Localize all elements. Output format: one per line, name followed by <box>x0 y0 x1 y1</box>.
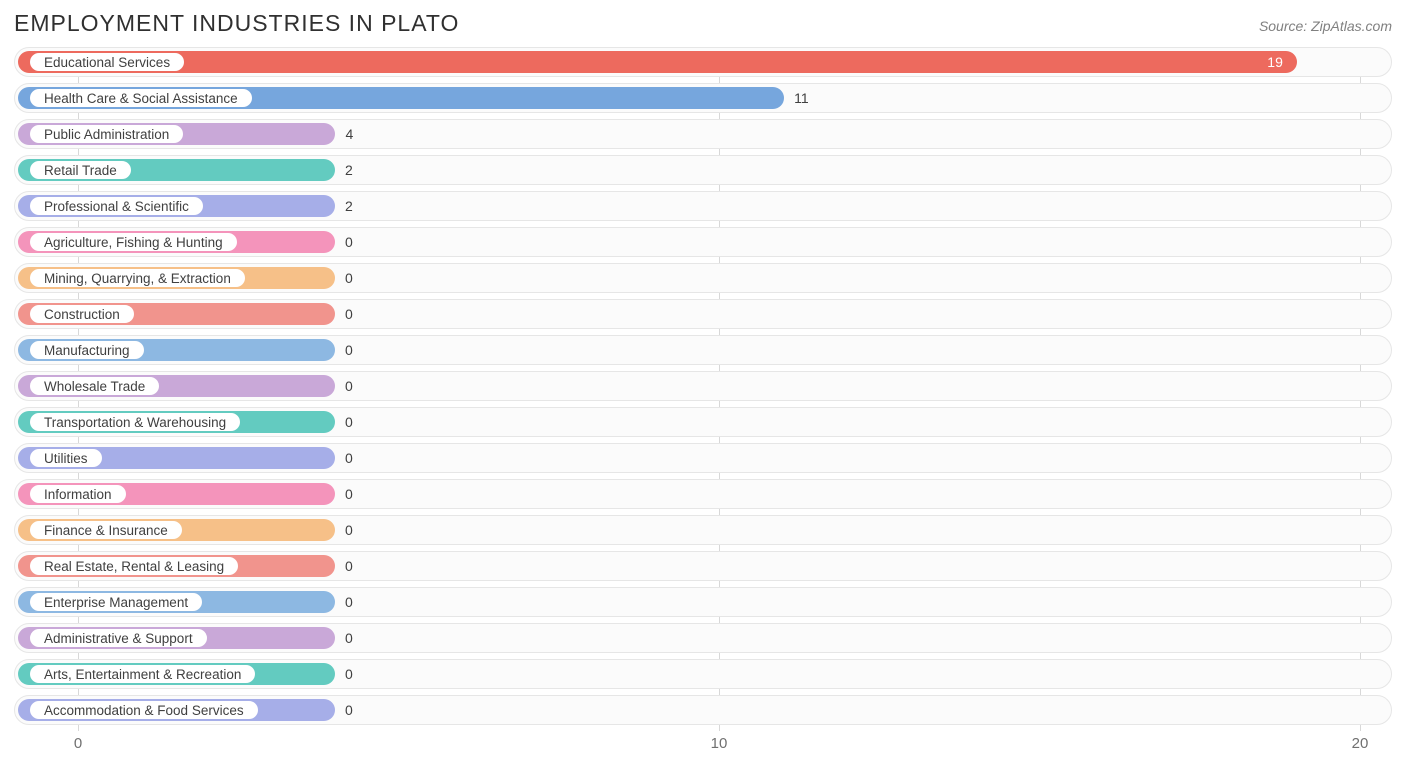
bar-track: Administrative & Support 0 <box>14 623 1392 653</box>
bar-value: 0 <box>345 516 353 544</box>
bar-label-pill: Public Administration <box>29 124 184 144</box>
bar-track: Retail Trade 2 <box>14 155 1392 185</box>
bar-value: 0 <box>345 588 353 616</box>
source-label: Source: <box>1259 18 1307 34</box>
bar-track: Accommodation & Food Services 0 <box>14 695 1392 725</box>
bar-track: Manufacturing 0 <box>14 335 1392 365</box>
source-name: ZipAtlas.com <box>1311 18 1392 34</box>
bar-label-pill: Information <box>29 484 127 504</box>
bar-track: Real Estate, Rental & Leasing 0 <box>14 551 1392 581</box>
bar-label-pill: Manufacturing <box>29 340 145 360</box>
bar-value: 2 <box>345 192 353 220</box>
bar-track: 19 Educational Services <box>14 47 1392 77</box>
bar-value: 11 <box>794 84 809 112</box>
bar-label-pill: Agriculture, Fishing & Hunting <box>29 232 238 252</box>
bar-track: Transportation & Warehousing 0 <box>14 407 1392 437</box>
bar-value: 0 <box>345 408 353 436</box>
bar-label-pill: Enterprise Management <box>29 592 203 612</box>
bar-value: 0 <box>345 336 353 364</box>
bar-rows: 19 Educational Services Health Care & Soci… <box>14 47 1392 725</box>
bar-label-pill: Administrative & Support <box>29 628 208 648</box>
bar-fill: 19 <box>18 51 1297 73</box>
bar-label-pill: Professional & Scientific <box>29 196 204 216</box>
bar-label-pill: Accommodation & Food Services <box>29 700 259 720</box>
bar-value: 4 <box>345 120 353 148</box>
bar-label-pill: Health Care & Social Assistance <box>29 88 253 108</box>
bar-track: Agriculture, Fishing & Hunting 0 <box>14 227 1392 257</box>
bar-track: Finance & Insurance 0 <box>14 515 1392 545</box>
chart-area: 19 Educational Services Health Care & Soci… <box>14 47 1392 755</box>
bar-label-pill: Construction <box>29 304 135 324</box>
bar-value: 0 <box>345 660 353 688</box>
chart-title: EMPLOYMENT INDUSTRIES IN PLATO <box>14 10 459 37</box>
bar-track: Construction 0 <box>14 299 1392 329</box>
bar-track: Enterprise Management 0 <box>14 587 1392 617</box>
bar-track: Health Care & Social Assistance 11 <box>14 83 1392 113</box>
bar-track: Utilities 0 <box>14 443 1392 473</box>
bar-label-pill: Finance & Insurance <box>29 520 183 540</box>
x-axis: 0 10 20 <box>14 731 1392 755</box>
bar-label-pill: Retail Trade <box>29 160 132 180</box>
bar-label-pill: Transportation & Warehousing <box>29 412 241 432</box>
bar-track: Mining, Quarrying, & Extraction 0 <box>14 263 1392 293</box>
bar-track: Professional & Scientific 2 <box>14 191 1392 221</box>
bar-track: Wholesale Trade 0 <box>14 371 1392 401</box>
bar-value: 19 <box>1267 51 1283 73</box>
bar-label-pill: Wholesale Trade <box>29 376 160 396</box>
bar-track: Public Administration 4 <box>14 119 1392 149</box>
bar-value: 0 <box>345 444 353 472</box>
chart-header: EMPLOYMENT INDUSTRIES IN PLATO Source: Z… <box>14 10 1392 37</box>
bar-label-pill: Educational Services <box>29 52 185 72</box>
bar-track: Arts, Entertainment & Recreation 0 <box>14 659 1392 689</box>
bar-value: 0 <box>345 300 353 328</box>
chart-source: Source: ZipAtlas.com <box>1259 18 1392 34</box>
bar-label-pill: Utilities <box>29 448 103 468</box>
bar-label-pill: Mining, Quarrying, & Extraction <box>29 268 246 288</box>
bar-track: Information 0 <box>14 479 1392 509</box>
bar-value: 0 <box>345 552 353 580</box>
bar-value: 0 <box>345 480 353 508</box>
axis-tick: 20 <box>1352 735 1369 752</box>
bar-value: 2 <box>345 156 353 184</box>
axis-tick: 10 <box>711 735 728 752</box>
bar-label-pill: Real Estate, Rental & Leasing <box>29 556 239 576</box>
bar-value: 0 <box>345 624 353 652</box>
bar-value: 0 <box>345 228 353 256</box>
bar-label-pill: Arts, Entertainment & Recreation <box>29 664 256 684</box>
bar-value: 0 <box>345 696 353 724</box>
axis-tick: 0 <box>74 735 82 752</box>
bar-value: 0 <box>345 372 353 400</box>
bar-value: 0 <box>345 264 353 292</box>
